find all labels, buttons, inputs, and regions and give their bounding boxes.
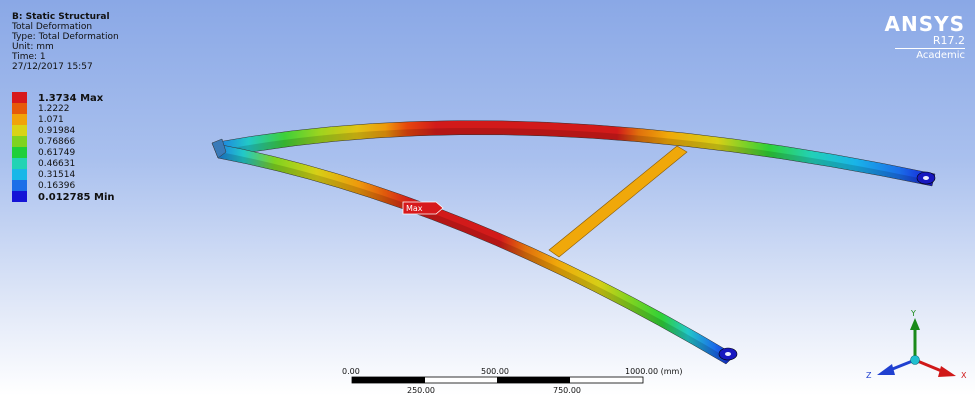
legend-entry: 0.61749 — [12, 147, 172, 158]
brand-name: ANSYS — [884, 12, 965, 36]
analysis-title: B: Static Structural — [12, 12, 110, 22]
legend-value-label: 0.012785 Min — [38, 192, 115, 203]
x-axis-label: X — [961, 371, 967, 380]
lower-end-hole — [725, 352, 731, 356]
brand-version: R17.2 — [932, 34, 965, 47]
legend-entry: 0.46631 — [12, 158, 172, 169]
legend-color-swatch — [12, 136, 27, 147]
legend-value-label: 0.31514 — [38, 170, 76, 180]
legend-value-label: 1.071 — [38, 115, 64, 125]
legend-value-label: 1.2222 — [38, 104, 70, 114]
result-type: Type: Total Deformation — [12, 32, 119, 42]
diagonal-strut[interactable] — [548, 145, 688, 258]
legend-value-label: 0.46631 — [38, 159, 76, 169]
legend-color-swatch — [12, 125, 27, 136]
ansys-logo: ANSYS R17.2 Academic — [884, 14, 965, 62]
max-probe-label[interactable]: Max — [402, 201, 444, 215]
svg-text:Max: Max — [406, 204, 423, 213]
legend-entry: 0.91984 — [12, 125, 172, 136]
legend-color-swatch — [12, 103, 27, 114]
result-timestamp: 27/12/2017 15:57 — [12, 62, 93, 72]
x-axis-arrow-icon — [938, 366, 956, 377]
legend-value-label: 0.16396 — [38, 181, 76, 191]
legend-color-swatch — [12, 180, 27, 191]
legend-value-label: 0.91984 — [38, 126, 76, 136]
legend-entry: 0.16396 — [12, 180, 172, 191]
legend-entry: 0.76866 — [12, 136, 172, 147]
z-axis-label: Z — [866, 371, 872, 380]
legend-color-swatch — [12, 169, 27, 180]
legend-color-swatch — [12, 191, 27, 202]
legend-color-swatch — [12, 147, 27, 158]
brand-divider — [895, 48, 965, 49]
legend-entry: 0.31514 — [12, 169, 172, 180]
upper-end-hole — [923, 176, 929, 180]
z-axis-arrow-icon — [877, 364, 895, 375]
lower-arc-member[interactable] — [211, 142, 736, 365]
result-time: Time: 1 — [12, 52, 46, 62]
legend-color-swatch — [12, 92, 27, 103]
legend-entry: 1.2222 — [12, 103, 172, 114]
x-axis-line — [914, 358, 945, 374]
legend-value-label: 1.3734 Max — [38, 93, 104, 104]
left-end-cap — [211, 138, 227, 159]
legend-color-swatch — [12, 114, 27, 125]
y-axis-arrow-icon — [910, 318, 920, 330]
legend-color-swatch — [12, 158, 27, 169]
triad-origin-icon — [910, 355, 920, 365]
result-unit: Unit: mm — [12, 42, 54, 52]
result-name: Total Deformation — [12, 22, 93, 32]
legend-entry: 0.012785 Min — [12, 191, 172, 203]
legend-value-label: 0.61749 — [38, 148, 76, 158]
upper-arc-shade — [215, 127, 933, 186]
legend-entry: 1.071 — [12, 114, 172, 125]
result-info-panel: B: Static Structural Total Deformation T… — [12, 12, 119, 72]
brand-edition: Academic — [916, 50, 965, 61]
legend-value-label: 0.76866 — [38, 137, 76, 147]
legend-entry: 1.3734 Max — [12, 92, 172, 104]
y-axis-label: Y — [910, 309, 916, 318]
